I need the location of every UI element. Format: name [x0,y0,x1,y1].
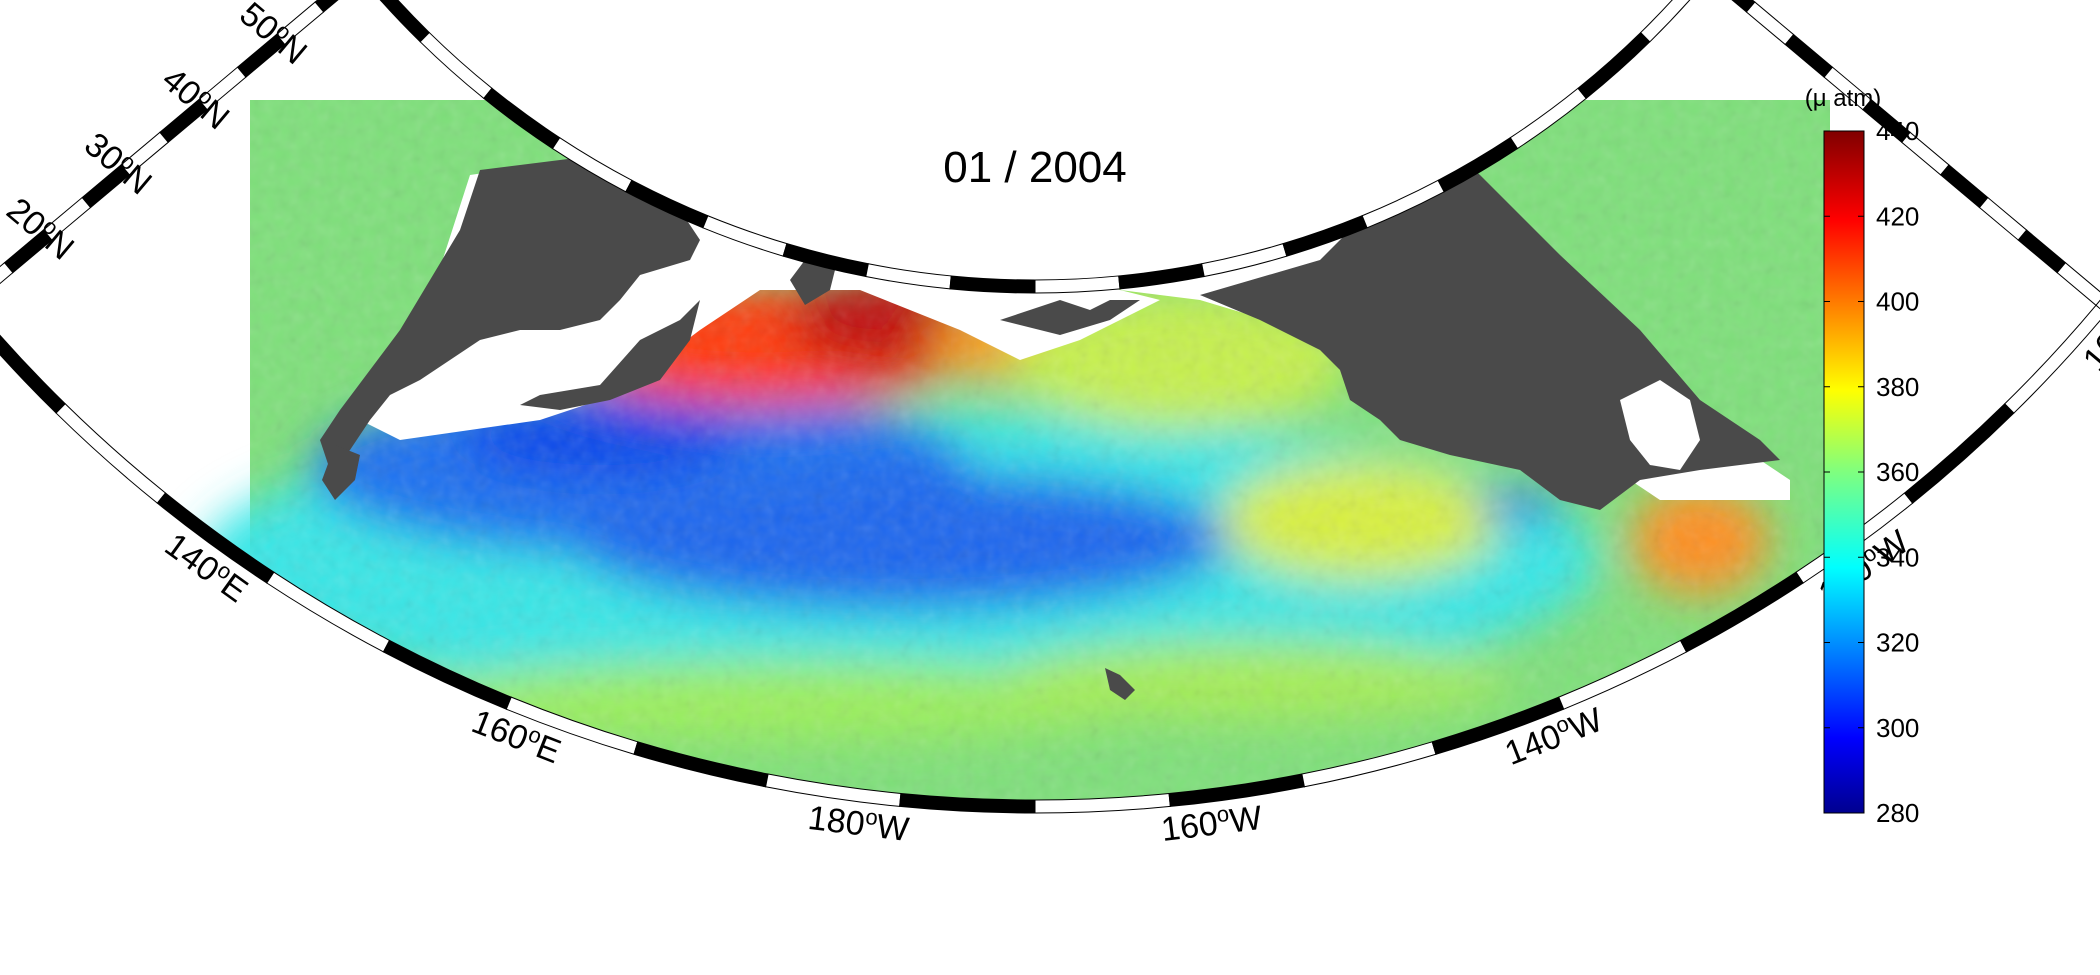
colorbar-tick-label: 360 [1876,457,1919,487]
frame-segment-south [0,334,66,414]
frame-segment-west [0,262,14,285]
frame-segment-south [55,403,167,504]
frame-segment-north [1577,31,1651,100]
frame-segment-east [2017,229,2067,274]
colorbar-tick-label: 400 [1876,287,1919,317]
land-hawaii [1105,668,1135,700]
land-philippines [322,445,360,500]
frame-segment-east [1939,164,1989,209]
frame-segment-north [419,31,493,100]
land-alaska [1000,300,1140,335]
frame-segment-south [2004,304,2100,414]
colorbar-tick-label: 420 [1876,201,1919,231]
colorbar-tick-label: 320 [1876,628,1919,658]
colorbar-tick-label: 280 [1876,798,1919,828]
frame-segment-north [1034,275,1121,294]
colorbar-tick-label: 440 [1876,116,1919,146]
frame-segment-north [1639,0,1691,43]
latitude-label: 40oN [155,59,238,138]
colorbar-gradient [1823,130,1865,814]
frame-segment-east [1745,1,1795,46]
gulf-of-mexico-nodata [1620,380,1700,470]
map-frame [0,0,2100,814]
frame-segment-north [949,275,1036,294]
map-title: 01 / 2004 [943,143,1127,192]
colorbar-tick-label: 300 [1876,713,1919,743]
frame-segment-south [1903,403,2015,504]
frame-segment-east [1978,196,2028,241]
land-asia [320,150,700,470]
latitude-label: 30oN [77,124,160,203]
colorbar-tick-label: 340 [1876,542,1919,572]
frame-segment-east [2056,262,2100,306]
frame-segment-east [1784,33,1834,78]
colorbar-unit-label: (μ atm) [1805,85,1882,112]
colorbar-tick-label: 380 [1876,372,1919,402]
land-japan [520,300,700,410]
colorbar: (μ atm) 440 420 400 380 360 340 320 300 280 [1805,85,1920,828]
colorbar-ticks: 440 420 400 380 360 340 320 300 280 [1824,116,1919,828]
frame-segment-north [379,0,431,43]
